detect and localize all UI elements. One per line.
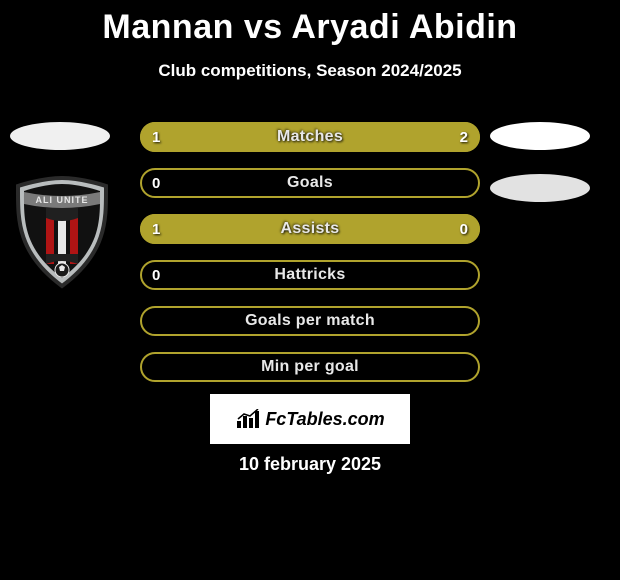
stat-label: Matches [140, 122, 480, 152]
svg-text:ALI UNITE: ALI UNITE [36, 195, 89, 205]
stat-label: Assists [140, 214, 480, 244]
stat-value-left: 0 [152, 168, 160, 198]
watermark-badge: FcTables.com [210, 394, 410, 444]
stat-row: Goals0 [140, 168, 480, 198]
stat-value-right: 2 [460, 122, 468, 152]
stat-row: Hattricks0 [140, 260, 480, 290]
stat-value-left: 1 [152, 214, 160, 244]
watermark-text: FcTables.com [265, 409, 384, 430]
stat-value-left: 1 [152, 122, 160, 152]
stat-row: Assists1 0 [140, 214, 480, 244]
stat-row: Min per goal [140, 352, 480, 382]
date-label: 10 february 2025 [239, 454, 381, 475]
stat-row: Matches1 2 [140, 122, 480, 152]
left-club-logo: ALI UNITE [10, 174, 114, 290]
bar-chart-icon [235, 409, 261, 429]
right-player-column [490, 122, 600, 226]
stat-row: Goals per match [140, 306, 480, 336]
stat-value-right: 0 [460, 214, 468, 244]
left-nation-ellipse [10, 122, 110, 150]
stat-label: Hattricks [140, 260, 480, 290]
stat-label: Goals per match [140, 306, 480, 336]
stat-label: Min per goal [140, 352, 480, 382]
stat-value-left: 0 [152, 260, 160, 290]
page-subtitle: Club competitions, Season 2024/2025 [0, 61, 620, 81]
stat-label: Goals [140, 168, 480, 198]
page-title: Mannan vs Aryadi Abidin [0, 0, 620, 47]
stats-bars: Matches12Goals0Assists10Hattricks0Goals … [140, 122, 480, 398]
right-nation-ellipse [490, 122, 590, 150]
left-player-column: ALI UNITE [10, 122, 120, 290]
right-club-ellipse [490, 174, 590, 202]
bali-united-crest-icon: ALI UNITE [10, 174, 114, 290]
